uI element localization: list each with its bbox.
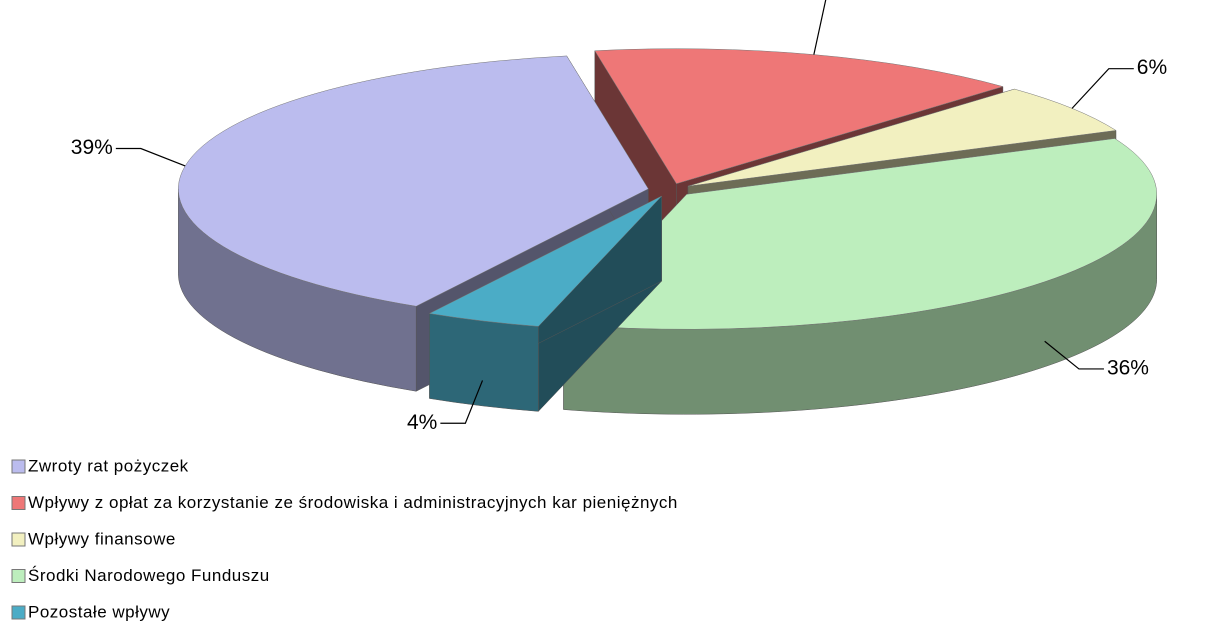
data-label: 4% — [407, 411, 437, 434]
legend-swatch — [11, 605, 26, 620]
data-label: 6% — [1137, 56, 1167, 79]
legend-label: Pozostałe wpływy — [28, 602, 170, 621]
slice-top — [562, 138, 1158, 330]
leader-line — [813, 0, 827, 55]
legend-swatch — [11, 569, 26, 583]
slice-side — [429, 313, 539, 412]
legend-label: Zwroty rat pożyczek — [28, 456, 189, 475]
legend-swatch — [11, 496, 26, 510]
legend-label: Wpływy finansowe — [28, 529, 176, 548]
slice-top — [178, 55, 649, 307]
leader-line — [115, 147, 186, 167]
slice — [428, 195, 662, 413]
leader-line — [1071, 68, 1134, 109]
data-label: 36% — [1107, 356, 1149, 379]
slice-top — [428, 195, 662, 327]
leader-line — [440, 380, 484, 424]
data-label: 39% — [71, 136, 113, 159]
legend-swatch — [11, 459, 26, 474]
slice-top — [594, 48, 1004, 184]
leader-line — [1044, 340, 1104, 370]
data-label: 15% — [855, 0, 897, 5]
legend-label: Wpływy z opłat za korzystanie ze środowi… — [28, 493, 678, 512]
legend-swatch — [11, 532, 26, 547]
legend-label: Środki Narodowego Funduszu — [28, 566, 270, 585]
